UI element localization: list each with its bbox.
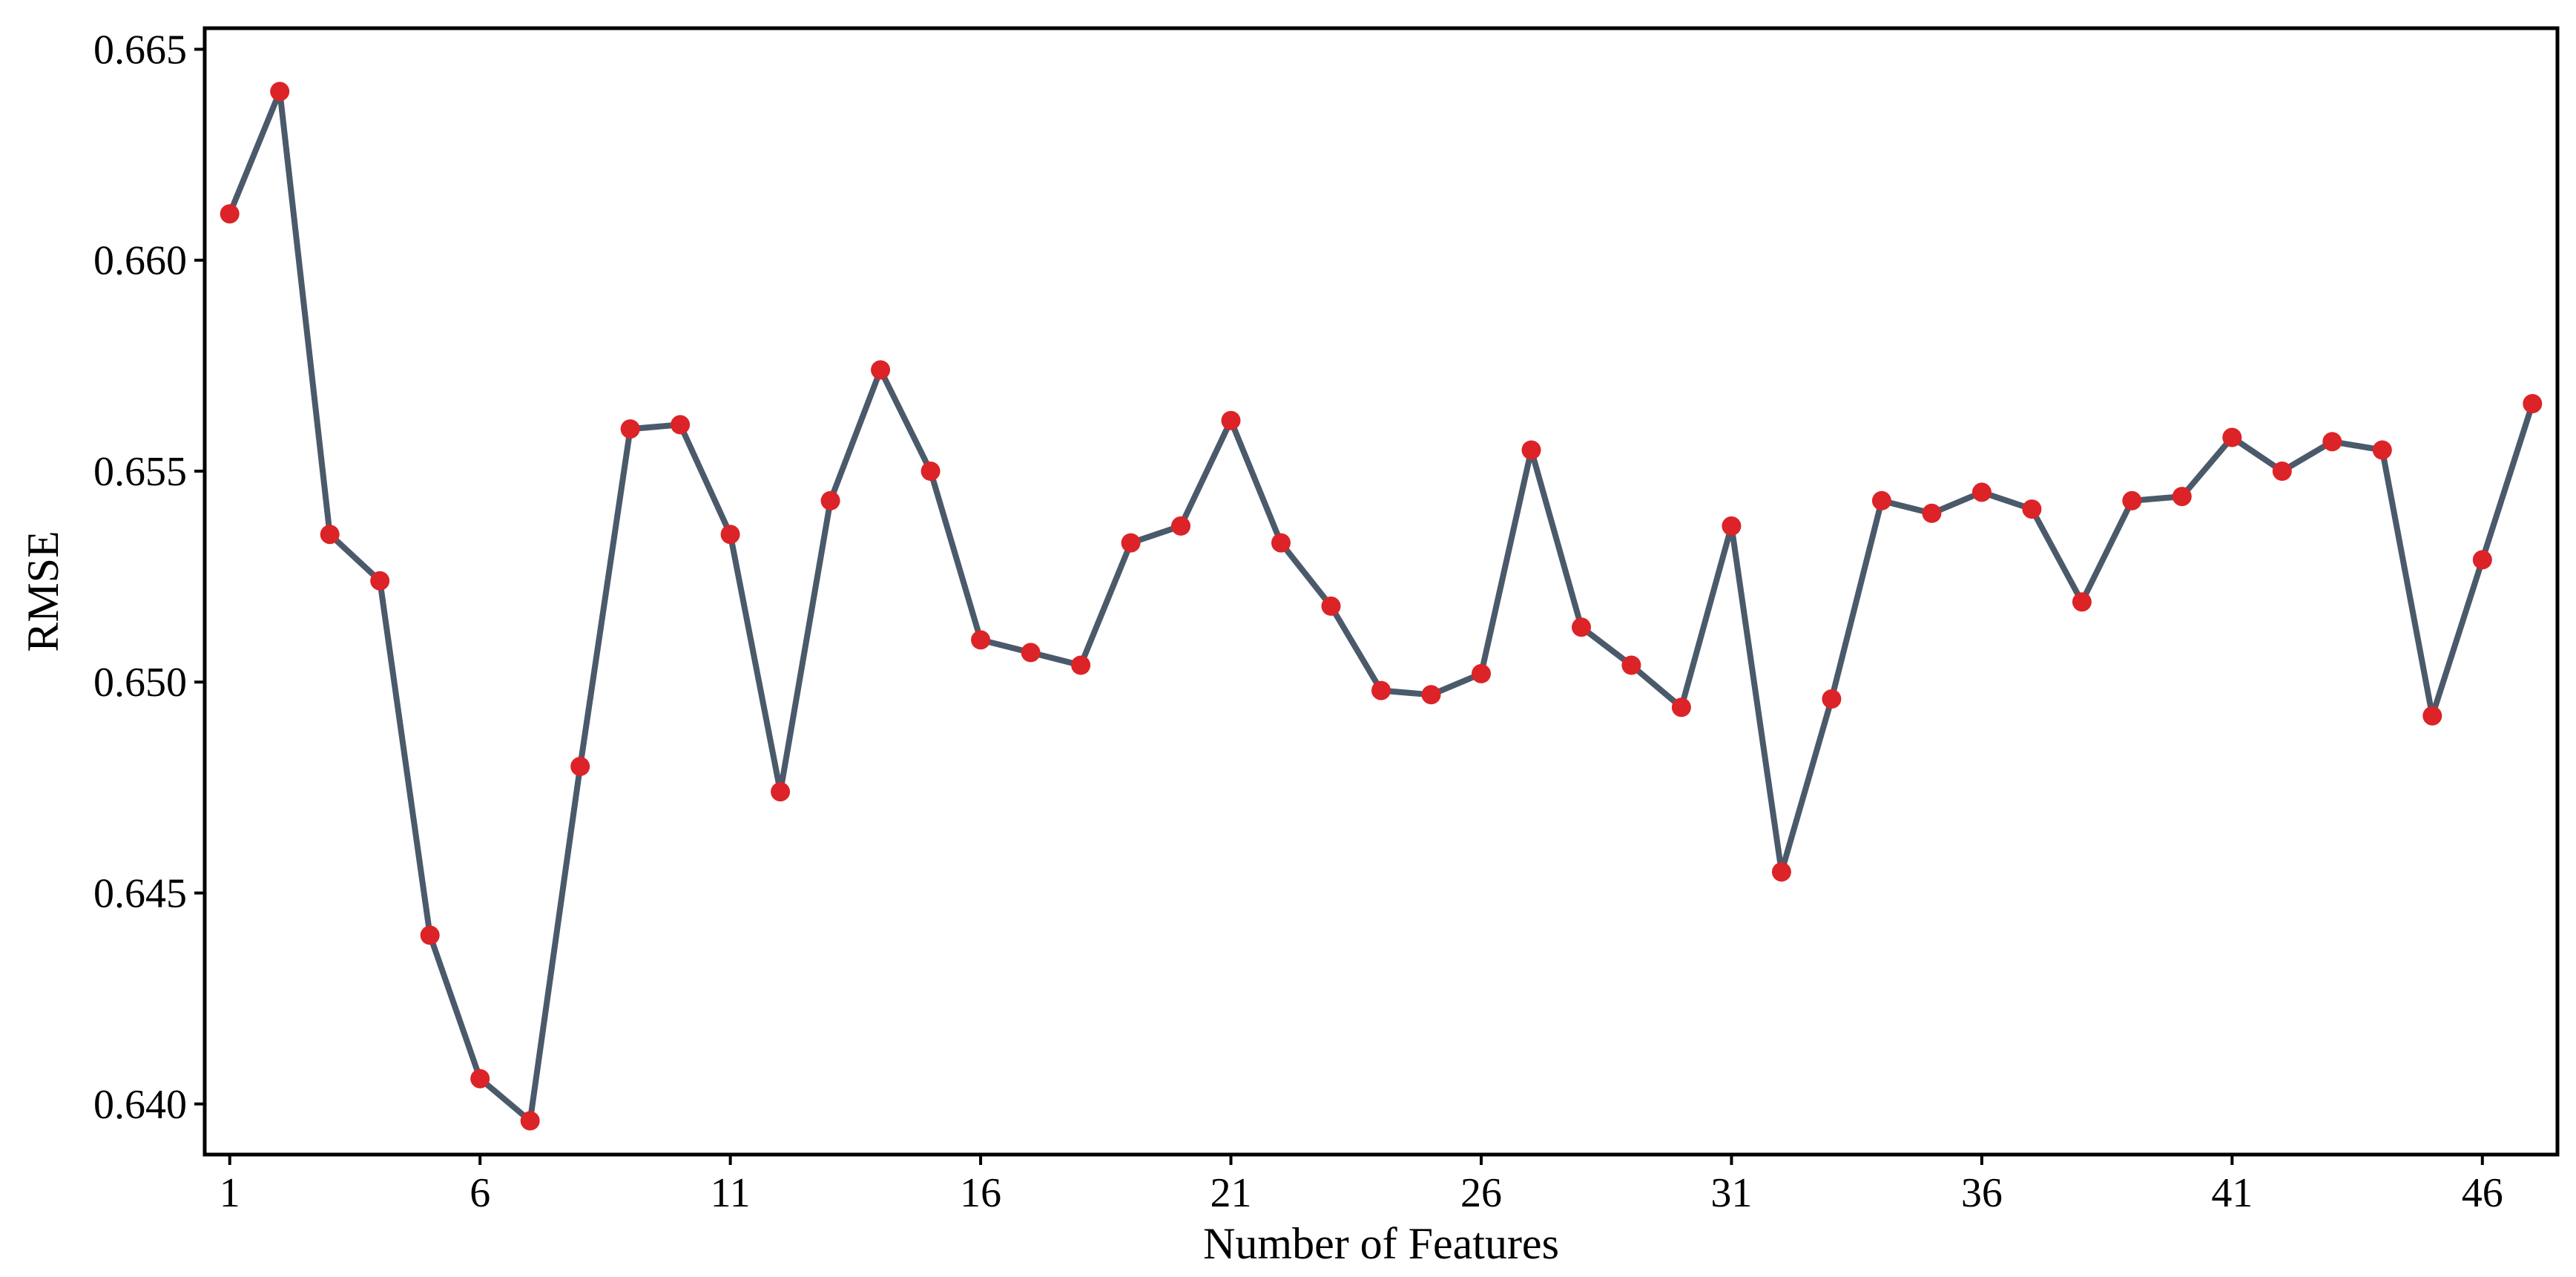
data-point <box>1421 685 1441 705</box>
data-point <box>1671 697 1691 718</box>
data-point <box>370 571 390 591</box>
plot-frame <box>202 26 2560 1157</box>
data-point <box>820 490 840 511</box>
data-point <box>570 756 590 776</box>
x-tick-label: 21 <box>1210 1170 1252 1216</box>
data-point <box>420 925 440 945</box>
data-point <box>620 419 640 439</box>
data-point <box>2372 440 2392 460</box>
data-point <box>1572 617 1591 637</box>
data-point <box>1371 680 1391 700</box>
x-tick-label: 41 <box>2211 1170 2253 1216</box>
data-point <box>1271 533 1291 553</box>
data-point <box>720 525 740 545</box>
data-point <box>2322 432 2342 452</box>
data-point <box>1771 862 1791 882</box>
data-point <box>920 462 941 481</box>
data-point <box>270 82 290 102</box>
x-tick-label: 6 <box>470 1170 490 1216</box>
data-point <box>1121 533 1141 553</box>
rmse-series-line <box>226 88 2536 1124</box>
data-point <box>1971 482 1992 502</box>
data-point <box>2272 462 2292 481</box>
y-tick-label: 0.645 <box>93 871 187 917</box>
data-point <box>520 1111 540 1131</box>
x-tick-label: 26 <box>1460 1170 1502 1216</box>
data-point <box>1221 410 1241 430</box>
y-axis-title: RMSE <box>19 531 67 651</box>
x-tick-label: 1 <box>220 1170 240 1216</box>
data-point <box>2072 592 2092 612</box>
y-tick-label: 0.650 <box>93 660 187 706</box>
data-point <box>470 1068 490 1089</box>
data-point <box>2172 487 2192 507</box>
data-point <box>1722 516 1742 536</box>
data-point <box>971 630 991 650</box>
data-point <box>1521 440 1541 460</box>
y-tick-label: 0.655 <box>93 449 187 495</box>
data-point <box>2523 394 2543 413</box>
data-point <box>2422 706 2442 726</box>
x-axis-ticks: 1 6 11 16 21 26 31 36 41 46 <box>220 1155 2503 1216</box>
data-point <box>1321 596 1341 616</box>
data-point <box>220 204 240 224</box>
x-tick-label: 31 <box>1710 1170 1752 1216</box>
y-tick-label: 0.660 <box>93 238 187 284</box>
data-point <box>2122 490 2142 511</box>
data-point <box>2022 499 2042 519</box>
data-point <box>320 525 340 545</box>
data-point <box>1871 490 1891 511</box>
data-point <box>1071 655 1091 675</box>
data-point <box>1021 643 1041 663</box>
x-tick-label: 36 <box>1961 1170 2003 1216</box>
y-axis-ticks: 0.640 0.645 0.650 0.655 0.660 0.665 <box>93 27 205 1128</box>
x-tick-label: 46 <box>2462 1170 2503 1216</box>
x-tick-label: 16 <box>960 1170 1001 1216</box>
data-point <box>2222 427 2242 447</box>
data-point <box>1922 503 1942 523</box>
data-point <box>1621 655 1641 675</box>
data-point <box>671 415 691 435</box>
data-point <box>771 782 791 802</box>
y-tick-label: 0.665 <box>93 27 187 73</box>
x-tick-label: 11 <box>711 1170 751 1216</box>
rmse-series-markers <box>220 82 2543 1131</box>
data-point <box>871 360 891 380</box>
data-point <box>1171 516 1190 536</box>
data-point <box>1472 663 1491 683</box>
data-point <box>1822 689 1842 709</box>
data-point <box>2472 550 2492 570</box>
x-axis-title: Number of Features <box>1203 1219 1559 1268</box>
y-tick-label: 0.640 <box>93 1082 187 1128</box>
